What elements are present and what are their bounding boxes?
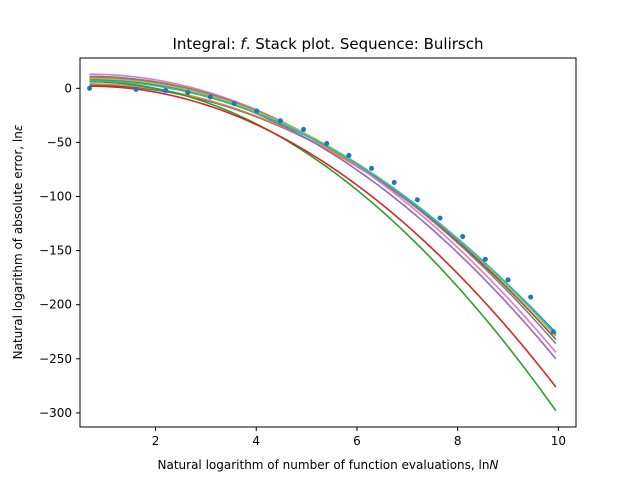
scatter-point: [528, 294, 534, 300]
scatter-point: [414, 197, 420, 203]
scatter-point: [185, 90, 191, 96]
y-tick-label: −250: [39, 352, 72, 366]
scatter-point: [391, 179, 397, 185]
scatter-point: [550, 329, 556, 335]
scatter-point: [231, 100, 237, 106]
scatter-point: [207, 94, 213, 100]
x-tick-label: 6: [353, 434, 361, 448]
y-tick-label: −100: [39, 190, 72, 204]
plot-area: [87, 73, 557, 412]
y-tick-label: −300: [39, 406, 72, 420]
scatter-point: [437, 215, 443, 221]
series-line-4: [89, 85, 557, 388]
scatter-point: [163, 87, 169, 93]
scatter-point: [324, 140, 330, 146]
scatter-point: [87, 85, 93, 91]
chart-title: Integral: f. Stack plot. Sequence: Bulir…: [173, 35, 484, 53]
scatter-point: [460, 234, 466, 240]
axis-ticks: 2 4 6 8 10 0 −50 −100 −150 −200 −250 −300: [39, 81, 566, 448]
scatter-point: [254, 108, 260, 114]
scatter-point: [277, 118, 283, 124]
scatter-point: [301, 126, 307, 132]
x-tick-label: 10: [551, 434, 566, 448]
x-tick-label: 2: [152, 434, 160, 448]
series-line-10: [89, 79, 557, 335]
x-tick-label: 8: [454, 434, 462, 448]
scatter-point: [346, 152, 352, 158]
scatter-point: [133, 86, 139, 92]
scatter-point: [505, 277, 511, 283]
axes-frame: [79, 57, 577, 428]
x-tick-label: 4: [252, 434, 260, 448]
y-axis-label: Natural logarithm of absolute error, lnε: [11, 124, 25, 359]
y-tick-label: −150: [39, 244, 72, 258]
scatter-point: [482, 256, 488, 262]
y-tick-label: 0: [64, 81, 72, 95]
scatter-point: [369, 165, 375, 171]
y-tick-label: −50: [47, 135, 72, 149]
x-axis-label: Natural logarithm of number of function …: [158, 458, 499, 472]
y-tick-label: −200: [39, 298, 72, 312]
